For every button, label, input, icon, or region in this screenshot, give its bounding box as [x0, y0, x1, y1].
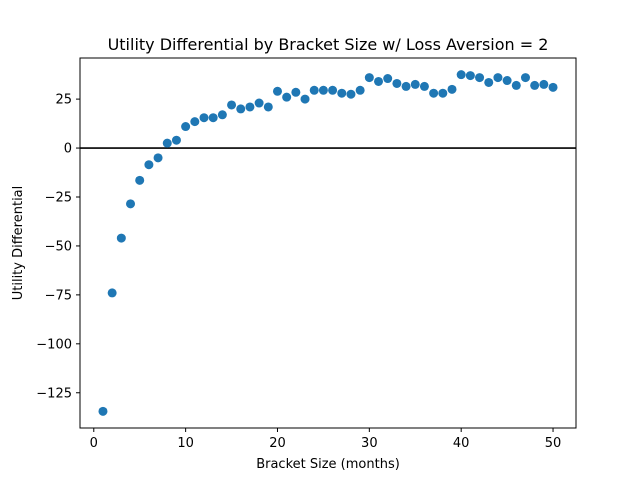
- data-point: [135, 175, 145, 185]
- data-point: [236, 104, 246, 114]
- data-point: [456, 70, 466, 80]
- data-point: [429, 88, 439, 98]
- data-point: [254, 98, 264, 108]
- data-point: [245, 102, 255, 112]
- chart-title: Utility Differential by Bracket Size w/ …: [108, 35, 549, 54]
- x-axis-label: Bracket Size (months): [256, 457, 400, 472]
- data-point: [401, 81, 411, 91]
- data-point: [153, 153, 163, 163]
- y-tick-label: −100: [36, 337, 72, 352]
- data-point: [98, 406, 108, 416]
- data-point: [116, 233, 126, 243]
- data-point: [484, 77, 494, 87]
- y-axis-label: Utility Differential: [11, 186, 26, 301]
- data-point: [355, 85, 365, 95]
- data-point: [107, 288, 117, 298]
- data-point: [502, 76, 512, 86]
- y-axis-ticks: 25 0 −25 −50 −75 −100 −125: [36, 93, 80, 401]
- x-tick-label: 0: [90, 436, 98, 451]
- data-point: [364, 73, 374, 83]
- data-point: [190, 117, 200, 127]
- data-point: [126, 199, 136, 209]
- x-tick-label: 10: [177, 436, 194, 451]
- x-axis-ticks: 0 10 20 30 40 50: [90, 428, 562, 451]
- data-point: [475, 73, 485, 83]
- data-point: [300, 94, 310, 104]
- data-point: [383, 74, 393, 84]
- data-point: [162, 138, 172, 148]
- x-tick-label: 30: [361, 436, 378, 451]
- y-tick-label: −125: [36, 386, 72, 401]
- data-point: [346, 89, 356, 99]
- data-point: [291, 87, 301, 97]
- y-tick-label: 25: [55, 93, 72, 108]
- data-point: [328, 85, 338, 95]
- data-point: [217, 110, 227, 120]
- plot-area-frame: [79, 57, 577, 429]
- data-point: [520, 73, 530, 83]
- y-tick-label: 0: [64, 142, 72, 157]
- x-tick-label: 20: [269, 436, 286, 451]
- data-point: [530, 80, 540, 90]
- data-point: [410, 79, 420, 89]
- data-point: [511, 80, 521, 90]
- y-tick-label: −50: [45, 239, 72, 254]
- y-tick-label: −25: [45, 190, 72, 205]
- data-point: [171, 135, 181, 145]
- data-point: [208, 113, 218, 123]
- data-point: [493, 73, 503, 83]
- data-point: [318, 85, 328, 95]
- data-point: [199, 113, 209, 123]
- data-point: [438, 88, 448, 98]
- data-point: [181, 122, 191, 132]
- data-points: [98, 70, 558, 416]
- data-point: [337, 88, 347, 98]
- data-point: [227, 100, 237, 110]
- data-point: [272, 86, 282, 96]
- data-point: [419, 81, 429, 91]
- y-tick-label: −75: [45, 288, 72, 303]
- data-point: [144, 160, 154, 170]
- data-point: [539, 79, 549, 89]
- data-point: [548, 82, 558, 92]
- data-point: [392, 78, 402, 88]
- x-tick-label: 40: [453, 436, 470, 451]
- data-point: [374, 76, 384, 86]
- data-point: [309, 85, 319, 95]
- data-point: [447, 84, 457, 94]
- x-tick-label: 50: [545, 436, 562, 451]
- data-point: [465, 71, 475, 81]
- data-point: [263, 102, 273, 112]
- data-point: [282, 92, 292, 102]
